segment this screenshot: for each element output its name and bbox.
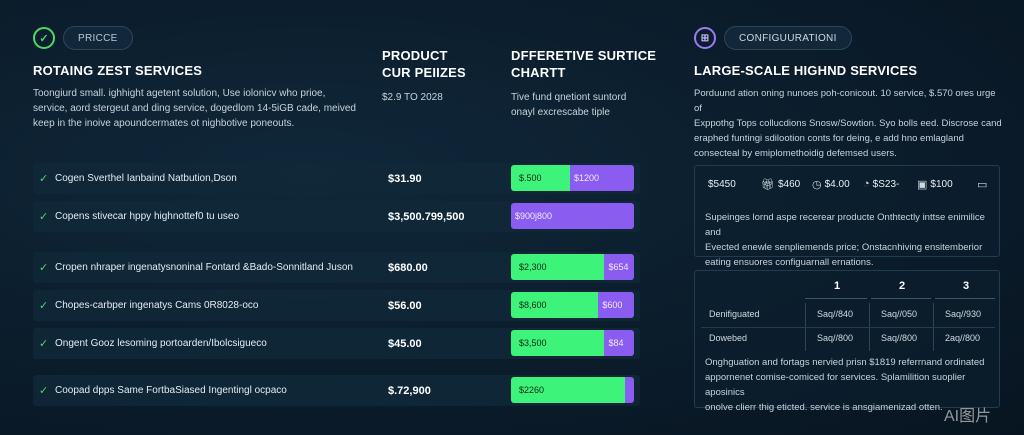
- price-bar: $.500 $1200: [511, 165, 634, 191]
- table-cell: Saq//930: [945, 309, 982, 319]
- check-icon: ✓: [39, 211, 49, 223]
- service-price: $680.00: [388, 261, 428, 274]
- service-row[interactable]: ✓ Chopes-carbper ingenatys Cams 0R8028-o…: [33, 290, 640, 321]
- service-price: $45.00: [388, 337, 422, 350]
- chip-timer[interactable]: ◔ $S23-: [863, 178, 900, 190]
- check-circle-icon: ✓: [33, 27, 55, 49]
- table-header-2: 2: [898, 280, 906, 292]
- table-cell: Saq//800: [881, 333, 918, 343]
- check-icon: ✓: [39, 300, 49, 312]
- table-row-label: Denifiguated: [709, 309, 760, 319]
- price-pill[interactable]: PRICCE: [63, 26, 133, 50]
- price-bar: $8,600 $600: [511, 292, 634, 318]
- service-name: Copens stivecar hppy highnottef0 tu useo: [55, 211, 240, 222]
- price-bar-green: $2,300: [511, 254, 605, 280]
- price-bar: $900j800: [511, 203, 634, 229]
- product-column-header: PRODUCT CUR PEIIZES $2.9 TO 2028: [382, 48, 466, 103]
- service-name: Cogen Sverthel Ianbaind Natbution,Dson: [55, 173, 237, 184]
- config-table-box: 1 2 3 Denifiguated Saq//840 Saq//050 Saq…: [694, 270, 1000, 413]
- price-bar-purple: $84: [604, 330, 634, 356]
- chip-clock[interactable]: ◷ $4.00: [812, 178, 850, 191]
- check-icon: ✓: [39, 262, 49, 274]
- price-bar-purple: $600: [598, 292, 634, 318]
- image-icon: ▣: [917, 178, 928, 191]
- configuration-pill[interactable]: CONFIGUURATIONI: [724, 26, 852, 50]
- table-divider: [935, 298, 995, 299]
- price-bar-green: $.500: [511, 165, 571, 191]
- right-section-desc: Porduund ation oning nunoes poh-conicout…: [694, 88, 1002, 159]
- service-name: Chopes-carbper ingenatys Cams 0R8028-oco: [55, 300, 259, 311]
- check-icon: ✓: [39, 173, 49, 185]
- service-price: $3,500.799,500: [388, 210, 465, 223]
- cart-circle-icon: ⊞: [694, 27, 716, 49]
- service-price: $.72,900: [388, 384, 431, 397]
- table-header-1: 1: [833, 280, 841, 292]
- service-price: $31.90: [388, 172, 422, 185]
- table-header-3: 3: [962, 280, 970, 292]
- service-row[interactable]: ✓ Copens stivecar hppy highnottef0 tu us…: [33, 201, 640, 232]
- clock-icon: ◷: [812, 178, 822, 191]
- table-cell: 2aq//800: [945, 333, 981, 343]
- table-row-label: Dowebed: [709, 333, 748, 343]
- service-row[interactable]: ✓ Ongent Gooz lesoming portoarden/Ibolcs…: [33, 328, 640, 359]
- price-bar-green: $3,500: [511, 330, 605, 356]
- service-row[interactable]: ✓ Coopad dpps Same FortbaSiased Ingentin…: [33, 375, 640, 406]
- table-divider: [805, 298, 867, 299]
- watermark: AI图片: [944, 408, 992, 425]
- price-bar-purple: $654: [604, 254, 634, 280]
- left-section-title: ROTAING ZEST SERVICES: [33, 63, 203, 78]
- service-row[interactable]: ✓ Cogen Sverthel Ianbaind Natbution,Dson…: [33, 163, 640, 194]
- price-bar-purple: $900j800: [511, 203, 634, 229]
- price-bar: $3,500 $84: [511, 330, 634, 356]
- chip-image[interactable]: ▣ $100: [917, 178, 953, 191]
- right-section-title: LARGE-SCALE HIGHND SERVICES: [694, 63, 918, 78]
- table-divider: [871, 298, 931, 299]
- price-bar-green: $2260: [511, 377, 626, 403]
- service-name: Ongent Gooz lesoming portoarden/Ibolcsig…: [55, 338, 267, 349]
- price-bar-purple: $1200: [570, 165, 634, 191]
- chip-box[interactable]: $5450: [708, 178, 736, 190]
- config-table-desc: Onghguation and fortags nervied prisn $1…: [705, 357, 985, 413]
- service-name: Coopad dpps Same FortbaSiased Ingentingl…: [55, 385, 287, 396]
- config-summary-box: $5450 🎁︎ $460 ◷ $4.00 ◔ $S23- ▣ $100 ▭ S…: [694, 165, 1000, 268]
- config-summary-desc: Supeinges lornd aspe recerear producte O…: [705, 212, 985, 268]
- chip-monitor[interactable]: ▭: [977, 175, 987, 193]
- chart-column-header: DFFERETIVE SURTICE CHARTT Tive fund qnet…: [511, 48, 657, 118]
- timer-icon: ◔: [863, 178, 870, 190]
- monitor-icon: ▭: [977, 178, 988, 191]
- gift-icon: 🎁︎: [761, 178, 775, 191]
- table-cell: Saq//050: [881, 309, 918, 319]
- price-bar-purple: [625, 377, 634, 403]
- table-cell: Saq//840: [817, 309, 854, 319]
- chip-gift[interactable]: 🎁︎ $460: [761, 178, 801, 191]
- service-price: $56.00: [388, 299, 422, 312]
- check-icon: ✓: [39, 338, 49, 350]
- table-cell: Saq//800: [817, 333, 854, 343]
- price-bar: $2260: [511, 377, 634, 403]
- price-bar-green: $8,600: [511, 292, 599, 318]
- config-table: Denifiguated Saq//840 Saq//050 Saq//930 …: [701, 303, 995, 351]
- price-bar: $2,300 $654: [511, 254, 634, 280]
- service-row[interactable]: ✓ Cropen nhraper ingenatysnoninal Fontar…: [33, 252, 640, 283]
- right-badge: ⊞ CONFIGUURATIONI: [694, 26, 852, 50]
- left-section-desc: Toongiurd small. ighhight agetent soluti…: [33, 88, 356, 129]
- check-icon: ✓: [39, 385, 49, 397]
- left-badge: ✓ PRICCE: [33, 26, 133, 50]
- service-name: Cropen nhraper ingenatysnoninal Fontard …: [55, 262, 353, 273]
